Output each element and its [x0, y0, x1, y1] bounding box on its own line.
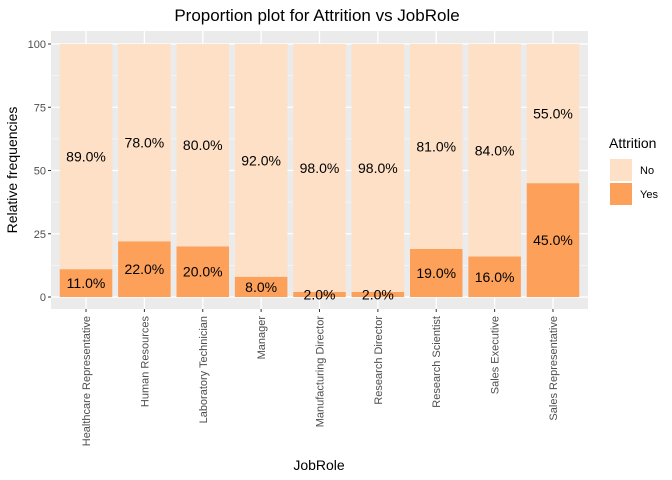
y-tick-label: 100 — [28, 39, 46, 51]
bar-yes — [526, 183, 580, 297]
bar-no — [176, 44, 230, 247]
data-label-no: 98.0% — [358, 160, 398, 176]
x-tick-label: Research Scientist — [431, 316, 443, 408]
y-axis-title: Relative frequencies — [4, 107, 20, 234]
y-tick-label: 50 — [34, 166, 46, 178]
data-label-no: 80.0% — [183, 137, 223, 153]
data-label-yes: 20.0% — [183, 264, 223, 280]
bar-no — [409, 44, 463, 249]
data-label-yes: 16.0% — [475, 269, 515, 285]
bar-no — [118, 44, 171, 242]
data-label-no: 78.0% — [125, 135, 165, 151]
x-tick-label: Manufacturing Director — [315, 316, 327, 428]
data-labels: 11.0% 89.0% 22.0% 78.0% 20.0% 80.0% 8.0% 92.0% 2… — [66, 106, 573, 303]
x-tick-label: Sales Executive — [490, 316, 502, 394]
legend-label: No — [640, 165, 654, 177]
bar-no — [59, 44, 113, 270]
y-tick-label: 25 — [34, 229, 46, 241]
data-label-yes: 2.0% — [304, 286, 336, 302]
x-tick-label: Laboratory Technician — [198, 316, 210, 423]
data-label-no: 92.0% — [241, 152, 281, 168]
legend-swatch — [610, 183, 632, 205]
bar-no — [468, 44, 521, 257]
y-tick-label: 75 — [34, 102, 46, 114]
legend-swatch — [610, 159, 632, 181]
bar-no — [234, 44, 288, 277]
bar-yes — [176, 246, 230, 297]
bar-no — [293, 44, 346, 292]
bar-yes — [59, 269, 113, 297]
y-tick-label: 0 — [40, 292, 46, 304]
data-label-yes: 22.0% — [125, 261, 165, 277]
legend-title: Attrition — [609, 135, 656, 151]
x-tick-label: Manager — [256, 316, 268, 360]
bar-yes — [351, 291, 405, 297]
data-label-yes: 2.0% — [362, 286, 394, 302]
bar-yes — [293, 291, 346, 297]
bar-yes — [409, 248, 463, 297]
bar-yes — [118, 241, 171, 297]
x-axis: Healthcare Representative Human Resources… — [81, 309, 560, 446]
x-axis-title: JobRole — [293, 457, 345, 473]
x-tick-label: Human Resources — [139, 316, 151, 408]
bar-no — [526, 44, 580, 184]
x-tick-label: Sales Representative — [548, 316, 560, 421]
legend-label: Yes — [640, 189, 658, 201]
data-label-no: 98.0% — [300, 160, 340, 176]
y-axis: 0 25 50 75 100 — [28, 39, 51, 304]
data-label-yes: 11.0% — [67, 275, 106, 291]
data-label-no: 84.0% — [475, 142, 515, 158]
bar-yes — [468, 256, 521, 297]
data-label-yes: 19.0% — [416, 265, 456, 281]
bar-no — [351, 44, 405, 292]
data-label-yes: 45.0% — [533, 232, 573, 248]
x-tick-label: Healthcare Representative — [81, 316, 93, 446]
legend: Attrition No Yes — [609, 135, 658, 205]
data-label-no: 81.0% — [416, 138, 456, 154]
bar-yes — [234, 276, 288, 297]
x-tick-label: Research Director — [373, 316, 385, 405]
data-label-no: 89.0% — [66, 149, 106, 165]
bars — [59, 44, 580, 297]
data-label-no: 55.0% — [533, 106, 573, 122]
chart-title: Proportion plot for Attrition vs JobRole — [174, 6, 459, 25]
data-label-yes: 8.0% — [245, 279, 277, 295]
